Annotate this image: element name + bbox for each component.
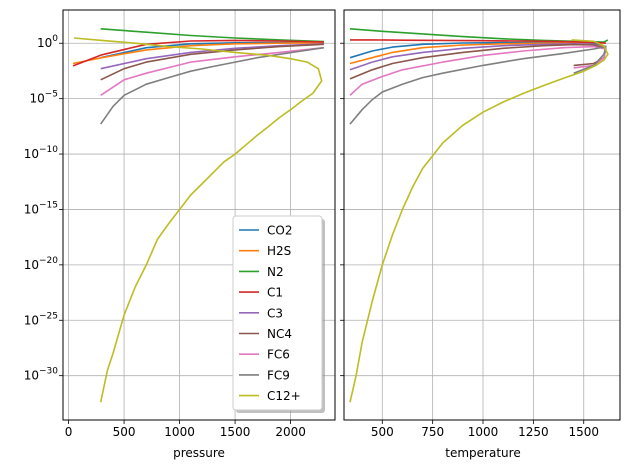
- y-tick-label: 10−30: [24, 367, 59, 383]
- series-line-n2-left: [100, 28, 324, 43]
- legend-label: C3: [267, 306, 283, 320]
- series-line-fc9-right: [349, 45, 607, 125]
- x-tick-label: 1000: [468, 425, 499, 439]
- y-tick-label: 10−10: [24, 145, 59, 161]
- y-tick-exponent: −20: [39, 256, 58, 266]
- y-tick-exponent: −10: [39, 145, 58, 155]
- axes-frame-left: [62, 9, 336, 421]
- y-tick-label: 10−15: [24, 200, 58, 216]
- series-line-h2s-left: [72, 42, 324, 65]
- legend: CO2 H2S N2 C1 C3 NC4 FC6 FC9 C12+: [232, 215, 325, 413]
- y-tick-exponent: −15: [39, 200, 58, 210]
- y-tick-exponent: 0: [52, 34, 58, 44]
- series-line-fc6-right: [349, 45, 607, 96]
- series-line-c12-plus-left: [74, 37, 323, 403]
- x-tick-label: 2000: [275, 425, 306, 439]
- y-tick-exponent: −25: [39, 311, 58, 321]
- series-group-right: [349, 28, 609, 403]
- y-tick-mantissa: 10: [24, 202, 39, 216]
- y-tick-exponent: −30: [39, 367, 58, 377]
- y-tick-mantissa: 10: [29, 92, 44, 106]
- x-tick-label: 500: [113, 425, 136, 439]
- y-tick-label: 10−20: [24, 256, 59, 272]
- axes-frame-right: [343, 9, 621, 421]
- legend-label: FC9: [267, 368, 290, 382]
- series-line-nc4-left: [100, 43, 324, 81]
- y-tick-label: 100: [37, 34, 58, 50]
- legend-box: [232, 215, 323, 411]
- legend-label: H2S: [267, 244, 291, 258]
- x-axis-label-temperature: temperature: [445, 446, 520, 460]
- legend-label: N2: [267, 265, 284, 279]
- x-tick-label: 1500: [568, 425, 599, 439]
- legend-label: CO2: [267, 224, 292, 238]
- x-tick-label: 500: [371, 425, 394, 439]
- series-line-c1-right: [350, 39, 606, 44]
- x-tick-label: 750: [421, 425, 444, 439]
- x-tick-label: 1250: [518, 425, 549, 439]
- legend-label: C12+: [267, 389, 301, 403]
- y-tick-mantissa: 10: [24, 147, 39, 161]
- ticks-left: 0 500 1000 1500 2000: [59, 42, 306, 439]
- grid-right: [344, 10, 620, 420]
- y-tick-exponent: −5: [45, 90, 58, 100]
- series-line-fc9-left: [100, 46, 325, 125]
- series-line-c12-plus-right: [349, 39, 609, 403]
- series-line-fc6-left: [100, 46, 324, 96]
- series-line-c1-left: [72, 39, 324, 67]
- y-tick-label: 10−25: [24, 311, 58, 327]
- ticks-right: 500 750 1000 1250 1500: [340, 42, 599, 439]
- x-tick-label: 0: [65, 425, 73, 439]
- y-tick-mantissa: 10: [37, 36, 52, 50]
- x-tick-label: 1500: [220, 425, 251, 439]
- temperature-panel: 500 750 1000 1250 1500 temperature: [340, 9, 621, 460]
- legend-label: C1: [267, 286, 283, 300]
- series-group-left: [72, 28, 325, 403]
- y-tick-label: 10−5: [29, 90, 58, 106]
- y-tick-mantissa: 10: [24, 258, 39, 272]
- x-tick-label: 1000: [164, 425, 195, 439]
- legend-label: NC4: [267, 327, 292, 341]
- y-tick-mantissa: 10: [24, 369, 39, 383]
- y-tick-mantissa: 10: [24, 313, 39, 327]
- legend-label: FC6: [267, 348, 290, 362]
- x-axis-label-pressure: pressure: [173, 446, 225, 460]
